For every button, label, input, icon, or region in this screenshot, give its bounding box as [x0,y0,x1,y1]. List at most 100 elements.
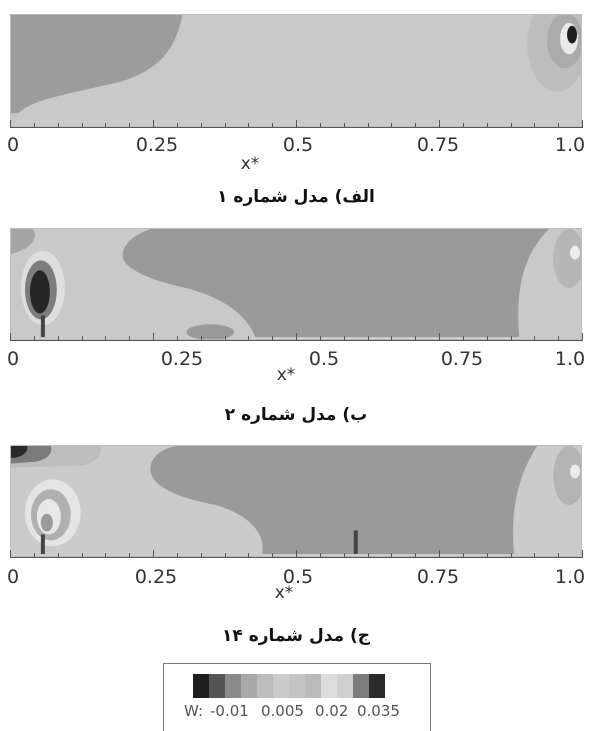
tick-label: 1.0 [554,348,586,370]
axis-tick [272,553,274,558]
axis-tick [105,123,107,128]
axis-tick [439,120,440,128]
axis-tick [391,553,393,558]
axis-tick [582,333,583,341]
axis-tick [272,123,274,128]
legend-swatch [193,674,209,698]
axis-tick [200,553,202,558]
tick-label: 0 [6,566,20,588]
axis-tick [33,123,35,128]
axis-tick [33,336,35,341]
tick-label: 0.25 [134,566,178,588]
axis-tick [129,123,131,128]
axis-tick [33,553,35,558]
x-axis-label: x* [240,154,260,174]
axis-tick [224,336,226,341]
axis-tick [510,123,512,128]
axis-tick [367,336,369,341]
axis-tick [81,123,83,128]
axis-tick [296,333,297,341]
legend-value: -0.01 [210,702,249,720]
axis-tick [534,123,536,128]
legend-swatch [241,674,257,698]
axis-tick [319,553,321,558]
axis-tick [582,550,583,558]
tick-label: 0.75 [416,566,460,588]
legend-swatch [289,674,305,698]
axis-tick [296,550,297,558]
axis-tick [510,336,512,341]
contour-plot-model-1 [10,14,582,127]
legend-swatch [209,674,225,698]
x-axis-1 [10,120,583,128]
legend-swatch [369,674,385,698]
tick-label: 0.75 [416,134,460,156]
axis-tick [462,336,464,341]
axis-tick [10,550,11,558]
legend-swatch [305,674,321,698]
axis-tick [200,336,202,341]
axis-tick [534,336,536,341]
axis-tick [176,336,178,341]
axis-tick [510,553,512,558]
axis-tick [343,123,345,128]
legend-value: 0.035 [357,702,400,720]
axis-tick [319,123,321,128]
axis-tick [486,336,488,341]
axis-tick [486,123,488,128]
axis-tick [57,123,59,128]
axis-tick [153,550,154,558]
axis-tick [415,123,417,128]
axis-tick [462,123,464,128]
legend-swatch [321,674,337,698]
contour-plot-model-2 [10,228,582,340]
axis-tick [296,120,297,128]
legend-swatch [353,674,369,698]
axis-tick [558,553,560,558]
legend-value: 0.02 [315,702,349,720]
axis-tick [105,553,107,558]
axis-tick [129,553,131,558]
axis-tick [343,336,345,341]
axis-tick [272,336,274,341]
tick-label: 1.0 [554,566,586,588]
legend-variable-label: W: [184,702,204,720]
axis-tick [81,553,83,558]
legend-swatch [225,674,241,698]
tick-label: 0.75 [440,348,484,370]
tick-label: 0.25 [135,134,179,156]
axis-tick [176,123,178,128]
legend-swatch [337,674,353,698]
tick-label: 0.5 [282,566,314,588]
tick-label: 0.5 [282,134,314,156]
axis-tick [534,553,536,558]
axis-tick [439,550,440,558]
panel-caption-1: الف) مدل شماره ۱ [217,187,375,207]
tick-label: 0.25 [160,348,204,370]
axis-tick [224,553,226,558]
axis-tick [248,123,250,128]
x-axis-2 [10,333,583,341]
axis-tick [10,120,11,128]
axis-tick [248,336,250,341]
legend-value: 0.005 [261,702,304,720]
tick-label: 1.0 [554,134,586,156]
axis-tick [415,553,417,558]
x-axis-label: x* [274,583,294,603]
axis-tick [153,333,154,341]
axis-tick [343,553,345,558]
axis-tick [439,333,440,341]
axis-tick [176,553,178,558]
x-axis-label: x* [276,365,296,385]
axis-tick [10,333,11,341]
axis-tick [319,336,321,341]
axis-tick [367,553,369,558]
axis-tick [391,123,393,128]
tick-label: 0.5 [308,348,340,370]
axis-tick [558,336,560,341]
axis-tick [415,336,417,341]
contour-plot-model-14 [10,445,582,557]
color-legend: W: -0.01 0.005 0.02 0.035 [163,663,431,731]
tick-label: 0 [6,348,20,370]
panel-caption-3: ج) مدل شماره ۱۴ [222,626,370,646]
